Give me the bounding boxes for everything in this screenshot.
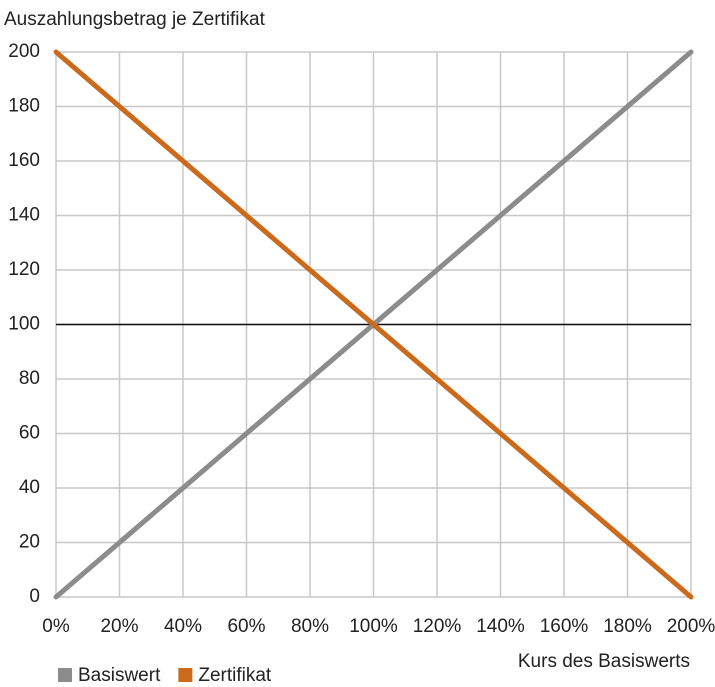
x-tick-label: 80% — [291, 616, 329, 637]
y-tick-label: 60 — [19, 423, 40, 444]
y-tick-label: 200 — [8, 41, 40, 62]
x-tick-label: 160% — [540, 616, 589, 637]
legend-label: Basiswert — [78, 665, 161, 686]
y-tick-label: 120 — [8, 259, 40, 280]
y-tick-label: 180 — [8, 96, 40, 117]
x-tick-label: 180% — [603, 616, 652, 637]
x-tick-label: 140% — [476, 616, 525, 637]
x-tick-label: 40% — [164, 616, 202, 637]
legend-swatch — [178, 668, 193, 682]
data-line — [53, 49, 694, 600]
y-tick-label: 100 — [8, 314, 40, 335]
y-tick-label: 140 — [8, 205, 40, 226]
y-tick-label: 40 — [19, 477, 40, 498]
x-tick-label: 200% — [667, 616, 715, 637]
chart-title: Auszahlungsbetrag je Zertifikat — [4, 9, 266, 30]
y-tick-label: 20 — [19, 532, 40, 553]
y-tick-label: 160 — [8, 150, 40, 171]
x-tick-label: 60% — [227, 616, 265, 637]
x-tick-label: 20% — [100, 616, 138, 637]
y-tick-label: 80 — [19, 368, 40, 389]
legend-label: Zertifikat — [198, 665, 272, 686]
x-axis-label: Kurs des Basiswerts — [518, 651, 690, 672]
y-tick-label: 0 — [29, 586, 40, 607]
legend-swatch — [58, 668, 72, 682]
x-tick-label: 120% — [413, 616, 462, 637]
x-tick-label: 0% — [42, 616, 70, 637]
x-tick-label: 100% — [349, 616, 398, 637]
